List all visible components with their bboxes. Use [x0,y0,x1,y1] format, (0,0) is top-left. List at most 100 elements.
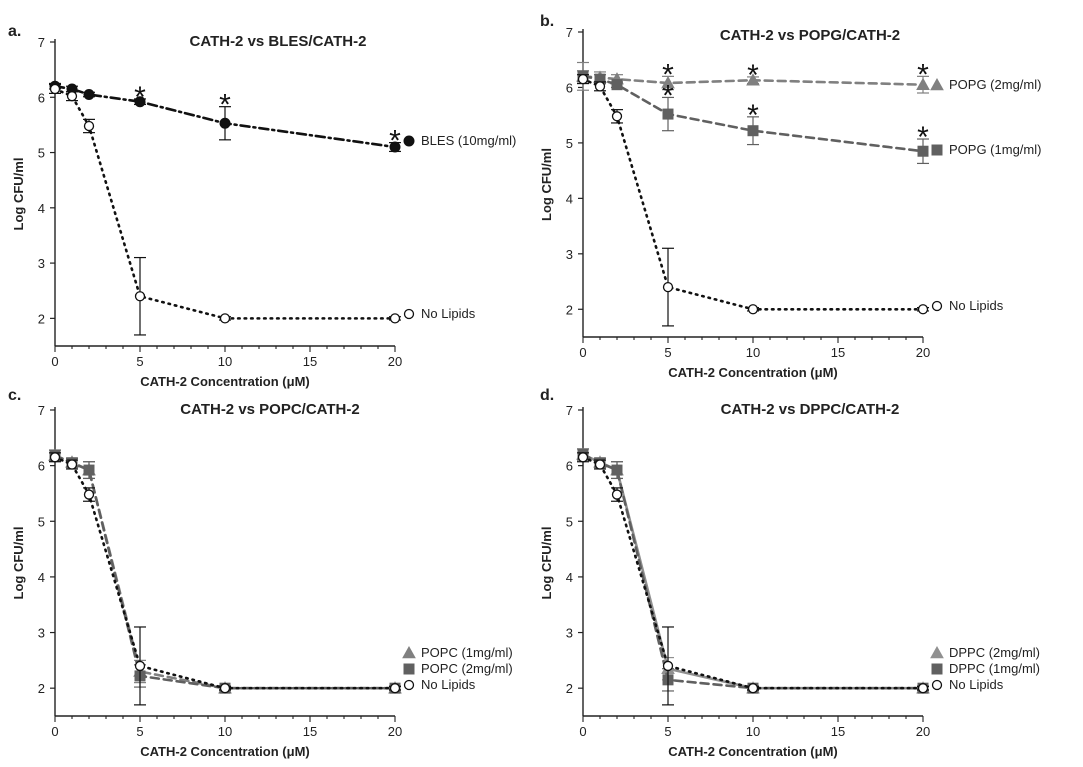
data-point-marker [664,661,673,670]
y-tick-label: 2 [566,302,573,317]
data-point-marker [933,681,942,690]
data-point-marker [931,79,943,90]
x-tick-label: 20 [388,724,402,739]
legend-label: DPPC (2mg/ml) [949,645,1040,660]
chart-title: CATH-2 vs DPPC/CATH-2 [721,401,900,418]
data-point-marker [136,661,145,670]
panel-letter: c. [8,387,21,404]
y-axis-label: Log CFU/ml [539,148,554,221]
legend-label: No Lipids [421,306,476,321]
y-tick-label: 2 [38,311,45,326]
significance-star: * [219,89,231,122]
chart-panel-a: a. CATH-2 vs BLES/CATH-2 2 3 4 5 6 7 0 5 10 15 20 CAT… [8,23,516,389]
y-axis-label: Log CFU/ml [11,158,26,231]
series-line [583,457,923,688]
x-tick-label: 15 [303,354,317,369]
series-0: POPC (1mg/ml) [49,450,513,693]
data-point-marker [391,314,400,323]
series-line [583,455,923,689]
data-point-marker [919,305,928,314]
data-point-marker [612,465,622,475]
y-tick-label: 4 [38,201,45,216]
data-point-marker [68,460,77,469]
data-point-marker [932,145,942,155]
data-point-marker [404,664,414,674]
x-axis-label: CATH-2 Concentration (μM) [140,744,309,759]
x-tick-label: 10 [218,724,232,739]
chart-title: CATH-2 vs BLES/CATH-2 [190,33,367,50]
y-tick-label: 5 [566,514,573,529]
x-tick-label: 5 [136,354,143,369]
y-axis-label: Log CFU/ml [539,527,554,600]
series-2: No Lipids [577,75,1004,326]
y-tick-label: 7 [566,25,573,40]
significance-star: * [389,125,401,158]
y-tick-label: 5 [38,146,45,161]
data-point-marker [931,647,943,658]
data-point-marker [613,490,622,499]
y-tick-label: 4 [566,570,573,585]
y-tick-label: 5 [566,136,573,151]
data-point-marker [403,647,415,658]
data-point-marker [404,136,414,146]
significance-star: * [917,58,929,91]
data-point-marker [579,453,588,462]
y-tick-label: 2 [38,681,45,696]
data-point-marker [84,90,94,100]
series-line [583,455,923,689]
x-axis-label: CATH-2 Concentration (μM) [668,744,837,759]
y-tick-label: 3 [38,626,45,641]
data-point-marker [51,453,60,462]
data-point-marker [85,122,94,131]
x-tick-label: 0 [51,354,58,369]
data-point-marker [933,302,942,311]
legend-label: DPPC (1mg/ml) [949,661,1040,676]
legend-label: BLES (10mg/ml) [421,133,516,148]
series-0: DPPC (2mg/ml) [577,449,1040,693]
legend-label: No Lipids [949,298,1004,313]
series-0: BLES (10mg/ml) [49,81,516,152]
x-tick-label: 5 [136,724,143,739]
chart-title: CATH-2 vs POPG/CATH-2 [720,27,900,44]
data-point-marker [84,465,94,475]
x-tick-label: 20 [388,354,402,369]
data-point-marker [919,684,928,693]
data-point-marker [221,684,230,693]
data-point-marker [612,80,622,90]
data-point-marker [136,292,145,301]
panel-letter: a. [8,23,21,40]
y-tick-label: 6 [566,80,573,95]
x-tick-label: 10 [218,354,232,369]
y-tick-label: 3 [566,247,573,262]
x-tick-label: 15 [831,724,845,739]
chart-title: CATH-2 vs POPC/CATH-2 [180,401,359,418]
significance-star: * [134,81,146,114]
y-tick-label: 7 [566,403,573,418]
data-point-marker [596,460,605,469]
significance-star: * [747,59,759,92]
data-point-marker [613,112,622,121]
x-tick-label: 0 [579,724,586,739]
series-line [55,456,395,689]
x-axis-label: CATH-2 Concentration (μM) [668,365,837,380]
series-line [55,456,395,689]
y-tick-label: 6 [566,459,573,474]
y-axis-label: Log CFU/ml [11,527,26,600]
data-point-marker [85,490,94,499]
data-point-marker [579,75,588,84]
legend-label: POPG (1mg/ml) [949,142,1041,157]
data-point-marker [51,84,60,93]
data-point-marker [596,82,605,91]
x-tick-label: 20 [916,345,930,360]
legend-label: POPG (2mg/ml) [949,77,1041,92]
x-tick-label: 0 [51,724,58,739]
chart-panel-b: b. CATH-2 vs POPG/CATH-2 2 3 4 5 6 7 0 5 10 15 20 CAT… [539,13,1041,380]
legend-label: POPC (1mg/ml) [421,645,513,660]
y-tick-label: 7 [38,403,45,418]
data-point-marker [221,314,230,323]
y-tick-label: 2 [566,681,573,696]
x-tick-label: 20 [916,724,930,739]
y-tick-label: 6 [38,459,45,474]
x-tick-label: 5 [664,345,671,360]
